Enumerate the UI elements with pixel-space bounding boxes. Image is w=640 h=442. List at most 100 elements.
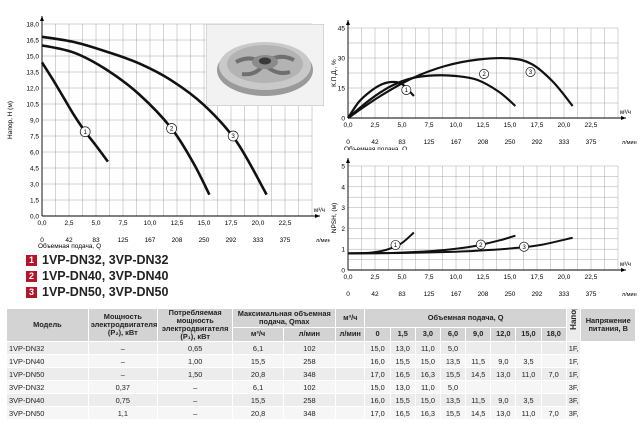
series-line-1: [347, 231, 415, 255]
x2-tick-label: 375: [586, 291, 597, 298]
x2-tick-label: 42: [371, 291, 379, 298]
y-tick-label: 0: [341, 268, 345, 275]
cell-head: 14,5: [465, 367, 492, 381]
flow-m3h: 0: [364, 326, 391, 343]
series-marker-1: [79, 126, 91, 138]
legend-badge: 2: [26, 271, 37, 282]
x2-tick-label: 83: [398, 139, 406, 146]
x-tick-label: 15,0: [504, 274, 517, 281]
x2-unit-label: л/мин: [622, 140, 637, 146]
cell-qmax-m3h: 6,1: [232, 341, 284, 355]
y-axis-arrow: [346, 20, 350, 25]
header-p2: Мощность электродвигателя (P₂), кВт: [87, 308, 158, 342]
cell-model: 1VP-DN50: [6, 367, 89, 381]
x-axis-arrow: [315, 214, 320, 218]
table-row: 3VP-DN40 0,75–15,5 258 16,0 15,5 15,0 13,5 11,5…: [6, 393, 636, 407]
series-label-1: 1: [405, 87, 409, 94]
y-tick-label: 18,0: [26, 22, 39, 29]
cell-qmax-lmin: 258: [282, 393, 337, 407]
x2-tick-label: 83: [92, 237, 100, 244]
flow-m3h: 9,0: [465, 326, 492, 343]
x-tick-label: 12,5: [171, 220, 184, 227]
x-tick-label: 2,5: [370, 274, 379, 281]
x-tick-label: 7,5: [424, 122, 433, 129]
cell-head: 11,0: [515, 367, 542, 381]
cell-blank: [335, 380, 366, 394]
cell-head: [465, 341, 492, 355]
series-line-2: [41, 44, 211, 196]
x-tick-label: 2,5: [64, 220, 73, 227]
cell-head: 9,0: [490, 393, 517, 407]
cell-head: 15,5: [439, 367, 467, 381]
x-tick-label: 7,5: [424, 274, 433, 281]
y-axis-arrow: [346, 158, 350, 163]
header-unit-m3h: м³/ч: [335, 308, 366, 328]
x2-tick-label: 167: [145, 237, 156, 244]
cell-head: 16,3: [414, 406, 441, 420]
legend-badge: 1: [26, 255, 37, 266]
y-tick-label: 10,5: [26, 102, 39, 109]
series-label-3: 3: [529, 69, 533, 76]
cell-voltage: 1F, 220 B: [565, 354, 582, 368]
cell-qmax-m3h: 6,1: [232, 380, 284, 394]
cell-p1: –: [156, 380, 234, 394]
legend-item-1: 1 1VP-DN32, 3VP-DN32: [26, 253, 266, 267]
legend-label: 1VP-DN40, 3VP-DN40: [42, 269, 169, 283]
cell-p1: –: [156, 406, 234, 420]
y-tick-label: 5: [341, 164, 345, 171]
cell-head: [515, 380, 542, 394]
x2-tick-label: 250: [505, 139, 516, 146]
cell-p2: –: [87, 367, 158, 381]
y-tick-label: 0,0: [30, 214, 39, 221]
series-marker-2: [166, 123, 177, 134]
cell-head: 11,0: [515, 406, 542, 420]
x2-tick-label: 375: [280, 237, 291, 244]
cell-voltage: 3F, 380 B: [565, 393, 582, 407]
cell-head: [540, 341, 567, 355]
y-tick-label: 7,5: [30, 134, 39, 141]
cell-p1: 1,50: [156, 367, 234, 381]
legend-badge: 3: [26, 287, 37, 298]
x2-tick-label: 0: [346, 139, 350, 146]
y-axis-arrow: [40, 16, 44, 21]
x2-tick-label: 125: [424, 139, 435, 146]
cell-qmax-m3h: 20,8: [232, 367, 284, 381]
y-tick-label: 15: [338, 86, 346, 93]
series-label-1: 1: [394, 242, 398, 249]
cell-p2: 0,37: [87, 380, 158, 394]
cell-model: 1VP-DN40: [6, 354, 89, 368]
spec-table: Модель Мощность электродвигателя (P₂), к…: [6, 308, 636, 420]
series-marker-3: [227, 130, 239, 142]
x-tick-label: 20,0: [558, 274, 571, 281]
y-tick-label: 3: [341, 205, 345, 212]
cell-qmax-lmin: 348: [282, 406, 337, 420]
cell-p1: 1,00: [156, 354, 234, 368]
table-header-row: Модель Мощность электродвигателя (P₂), к…: [6, 308, 636, 342]
cell-p1: –: [156, 393, 234, 407]
cell-head: 11,0: [414, 341, 441, 355]
x-tick-label: 17,5: [531, 274, 544, 281]
y-tick-label: 15,0: [26, 54, 39, 61]
legend-item-2: 2 1VP-DN40, 3VP-DN40: [26, 269, 266, 283]
table-subheader-row: м³/ч л/мин л/мин 0 1,5 3,0 6,0 9,0 12,0 …: [7, 326, 636, 343]
x-tick-label: 0,0: [37, 220, 46, 227]
x-tick-label: 5,0: [91, 220, 100, 227]
x-axis-label: Объемная подача, Q: [38, 242, 101, 250]
x-tick-label: 17,5: [531, 122, 544, 129]
series-line-3: [347, 236, 573, 255]
series-marker-3: [519, 241, 529, 252]
legend-item-3: 3 1VP-DN50, 3VP-DN50: [26, 285, 266, 299]
y-tick-label: 30: [338, 56, 346, 63]
x2-tick-label: 42: [371, 139, 379, 146]
flow-m3h: 18,0: [540, 326, 567, 343]
x-tick-label: 20,0: [558, 122, 571, 129]
series-label-3: 3: [231, 133, 235, 140]
flow-m3h: 6,0: [439, 326, 467, 343]
header-qmax-lmin: л/мин: [282, 326, 337, 343]
cell-head: 16,5: [389, 367, 416, 381]
x-tick-label: 20,0: [252, 220, 265, 227]
legend-label: 1VP-DN32, 3VP-DN32: [42, 253, 169, 267]
cell-qmax-m3h: 20,8: [232, 406, 284, 420]
